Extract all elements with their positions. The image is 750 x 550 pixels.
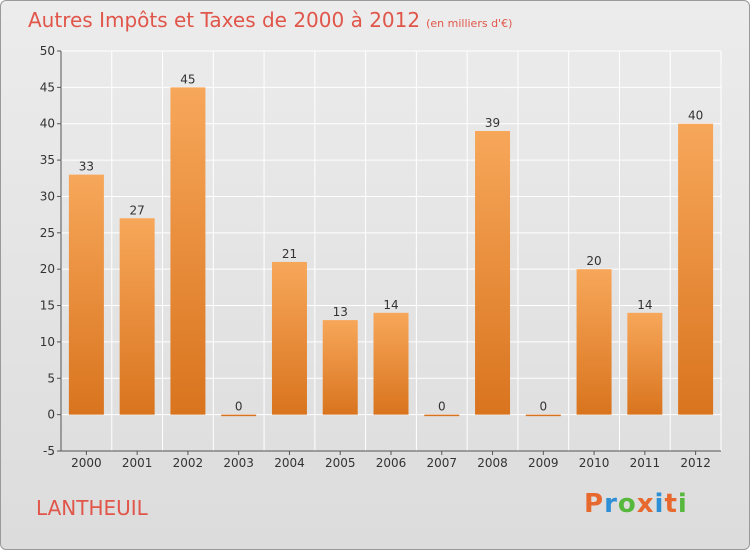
x-tick-label-2000: 2000	[71, 456, 102, 470]
logo-letter: o	[617, 489, 637, 519]
x-tick-label-2010: 2010	[579, 456, 610, 470]
y-tick-label: 40	[40, 117, 55, 131]
value-label-2011: 14	[637, 298, 652, 312]
logo-letter: i	[654, 489, 665, 519]
x-tick-label-2002: 2002	[173, 456, 204, 470]
y-tick-label: 50	[40, 44, 55, 58]
proxiti-logo: Proxiti	[584, 489, 688, 519]
bar-2011	[627, 312, 663, 415]
value-label-2012: 40	[688, 109, 703, 123]
value-label-2005: 13	[333, 305, 348, 319]
y-tick-label: 25	[40, 226, 55, 240]
bar-2008	[475, 131, 511, 415]
x-tick-label-2003: 2003	[223, 456, 254, 470]
value-label-2008: 39	[485, 116, 500, 130]
chart-title: Autres Impôts et Taxes de 2000 à 2012 (en…	[28, 8, 512, 32]
x-tick-label-2007: 2007	[426, 456, 457, 470]
y-tick-label: 10	[40, 335, 55, 349]
bar-2000	[68, 174, 104, 415]
x-tick-label-2001: 2001	[122, 456, 153, 470]
x-tick-label-2006: 2006	[376, 456, 407, 470]
x-tick-label-2009: 2009	[528, 456, 559, 470]
y-tick-label: 45	[40, 80, 55, 94]
value-label-2003: 0	[235, 400, 243, 414]
x-tick-label-2005: 2005	[325, 456, 356, 470]
bar-2010	[576, 269, 612, 415]
bar-2007	[424, 414, 460, 417]
value-label-2002: 45	[180, 72, 195, 86]
logo-letter: x	[636, 489, 655, 519]
logo-letter: P	[584, 489, 605, 519]
logo-letter: r	[604, 489, 618, 519]
x-tick-label-2004: 2004	[274, 456, 305, 470]
value-label-2007: 0	[438, 400, 446, 414]
y-tick-label: 5	[47, 371, 55, 385]
value-label-2000: 33	[79, 160, 94, 174]
commune-name: LANTHEUIL	[36, 496, 148, 520]
bar-2005	[322, 320, 358, 415]
y-tick-label: 0	[47, 408, 55, 422]
y-tick-label: 30	[40, 189, 55, 203]
bar-2001	[119, 218, 155, 415]
bar-2004	[271, 261, 307, 415]
bar-2012	[678, 123, 714, 415]
bar-2006	[373, 312, 409, 415]
value-label-2006: 14	[383, 298, 398, 312]
bar-2002	[170, 87, 206, 415]
y-tick-label: 15	[40, 299, 55, 313]
title-unit: (en milliers d'€)	[426, 17, 513, 30]
x-tick-label-2008: 2008	[477, 456, 508, 470]
y-tick-label: 35	[40, 153, 55, 167]
y-tick-label: -5	[43, 444, 55, 458]
bar-2003	[221, 414, 257, 417]
value-label-2004: 21	[282, 247, 297, 261]
value-label-2010: 20	[586, 254, 601, 268]
title-text: Autres Impôts et Taxes de 2000 à 2012	[28, 8, 421, 32]
x-tick-label-2011: 2011	[630, 456, 661, 470]
logo-letter: t	[664, 489, 678, 519]
bar-2009	[525, 414, 561, 417]
y-tick-label: 20	[40, 262, 55, 276]
value-label-2009: 0	[539, 400, 547, 414]
value-label-2001: 27	[130, 203, 145, 217]
x-tick-label-2012: 2012	[680, 456, 711, 470]
logo-letter: i	[677, 489, 688, 519]
